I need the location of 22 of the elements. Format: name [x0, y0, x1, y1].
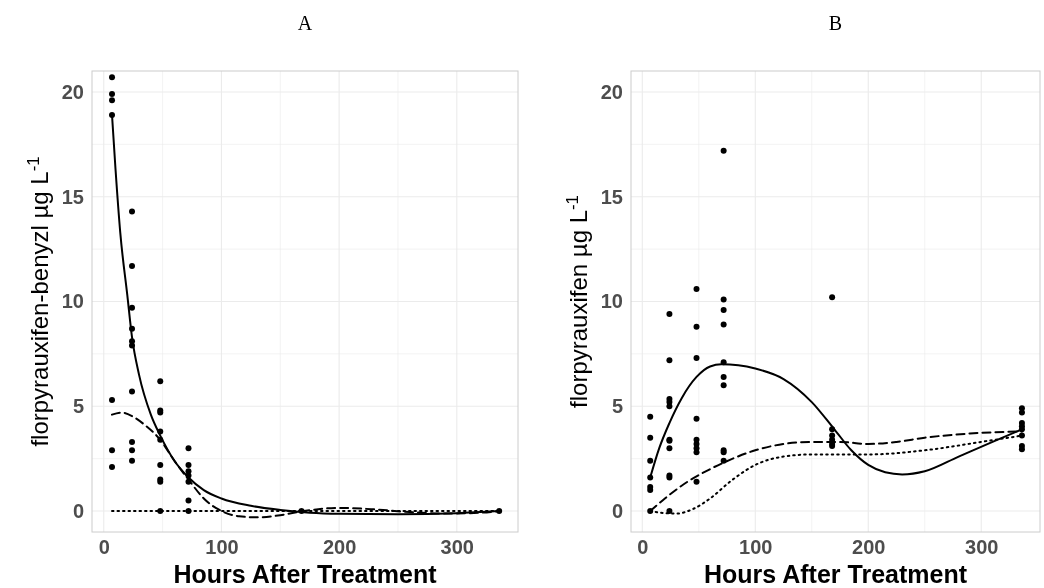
- y-tick-label: 20: [600, 80, 623, 103]
- x-tick-label: 200: [322, 536, 357, 559]
- y-tick-label: 0: [72, 499, 84, 522]
- y-tick-label: 10: [600, 290, 623, 313]
- x-tick-label: 300: [440, 536, 474, 559]
- x-tick-label: 100: [739, 536, 773, 559]
- y-tick-label: 20: [61, 80, 84, 103]
- y-tick-label: 5: [72, 395, 84, 418]
- y-tick-label: 10: [61, 290, 84, 313]
- x-tick-label: 0: [98, 536, 110, 559]
- chart-title: A: [297, 12, 313, 34]
- x-axis-title: Hours After Treatment: [173, 560, 438, 588]
- x-tick-label: 200: [852, 536, 886, 559]
- y-tick-label: 15: [600, 185, 623, 208]
- x-tick-label: 300: [965, 536, 999, 559]
- y-tick-label: 5: [611, 395, 623, 418]
- x-axis-title: Hours After Treatment: [703, 560, 968, 588]
- chart-title: B: [828, 12, 843, 34]
- y-tick-label: 0: [611, 499, 623, 522]
- y-tick-label: 15: [61, 185, 84, 208]
- x-tick-label: 100: [205, 536, 239, 559]
- x-tick-label: 0: [637, 536, 649, 559]
